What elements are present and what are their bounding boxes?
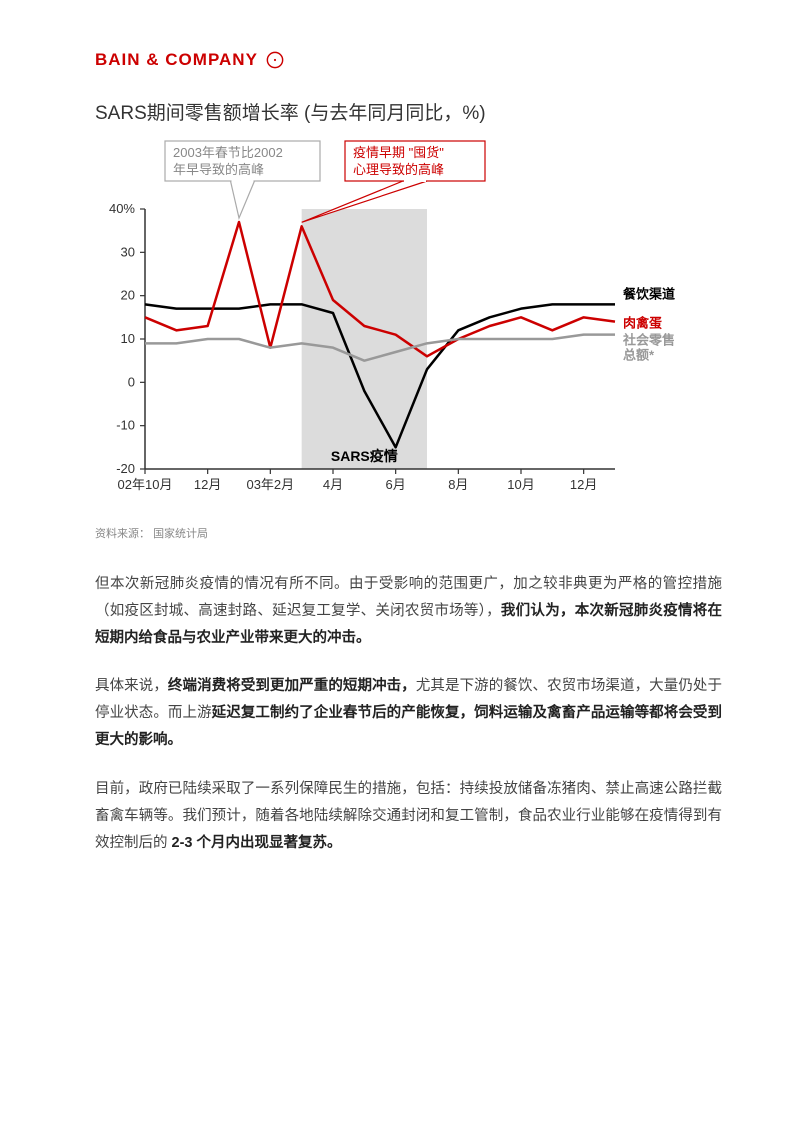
svg-text:年早导致的高峰: 年早导致的高峰 bbox=[173, 162, 264, 177]
svg-text:12月: 12月 bbox=[194, 477, 221, 492]
chart-title: SARS期间零售额增长率 (与去年同月同比，%) bbox=[95, 98, 722, 125]
svg-text:40%: 40% bbox=[109, 201, 135, 216]
svg-text:8月: 8月 bbox=[448, 477, 468, 492]
svg-text:餐饮渠道: 餐饮渠道 bbox=[622, 286, 675, 301]
text: 具体来说， bbox=[95, 678, 168, 694]
brand-text: BAIN & COMPANY bbox=[95, 50, 258, 70]
svg-text:总额*: 总额* bbox=[623, 348, 655, 363]
svg-text:心理导致的高峰: 心理导致的高峰 bbox=[353, 162, 444, 177]
svg-text:2003年春节比2002: 2003年春节比2002 bbox=[173, 145, 283, 160]
svg-text:20: 20 bbox=[121, 288, 135, 303]
svg-text:0: 0 bbox=[128, 374, 135, 389]
svg-text:疫情早期 "囤货": 疫情早期 "囤货" bbox=[353, 145, 444, 160]
text-bold: 终端消费将受到更加严重的短期冲击， bbox=[168, 678, 416, 694]
line-chart: -20 -10 0 10 20 30 40% 02年10月 12月 03年2月 4月 6月 8月 10月 1… bbox=[95, 139, 705, 519]
compass-icon bbox=[266, 51, 284, 69]
paragraph: 具体来说，终端消费将受到更加严重的短期冲击，尤其是下游的餐饮、农贸市场渠道，大量… bbox=[95, 673, 722, 753]
chart-svg: -20 -10 0 10 20 30 40% 02年10月 12月 03年2月 4月 6月 8月 10月 1… bbox=[95, 139, 705, 519]
svg-text:12月: 12月 bbox=[570, 477, 597, 492]
svg-text:10月: 10月 bbox=[507, 477, 534, 492]
svg-text:-10: -10 bbox=[116, 418, 135, 433]
source-value: 国家统计局 bbox=[153, 528, 208, 540]
svg-text:10: 10 bbox=[121, 331, 135, 346]
chart-source: 资料来源： 国家统计局 bbox=[95, 525, 722, 541]
brand-logo: BAIN & COMPANY bbox=[95, 50, 722, 70]
body-text: 但本次新冠肺炎疫情的情况有所不同。由于受影响的范围更广，加之较非典更为严格的管控… bbox=[95, 571, 722, 856]
svg-text:03年2月: 03年2月 bbox=[246, 477, 294, 492]
svg-text:-20: -20 bbox=[116, 461, 135, 476]
source-label: 资料来源： bbox=[95, 528, 150, 540]
svg-text:02年10月: 02年10月 bbox=[118, 477, 173, 492]
svg-text:肉禽蛋: 肉禽蛋 bbox=[623, 316, 662, 331]
text-bold: 2-3 个月内出现显著复苏。 bbox=[172, 835, 342, 851]
svg-text:社会零售: 社会零售 bbox=[622, 333, 675, 348]
svg-text:6月: 6月 bbox=[386, 477, 406, 492]
svg-text:SARS疫情: SARS疫情 bbox=[331, 448, 398, 464]
paragraph: 但本次新冠肺炎疫情的情况有所不同。由于受影响的范围更广，加之较非典更为严格的管控… bbox=[95, 571, 722, 651]
svg-text:30: 30 bbox=[121, 244, 135, 259]
paragraph: 目前，政府已陆续采取了一系列保障民生的措施，包括：持续投放储备冻猪肉、禁止高速公… bbox=[95, 776, 722, 856]
svg-text:4月: 4月 bbox=[323, 477, 343, 492]
